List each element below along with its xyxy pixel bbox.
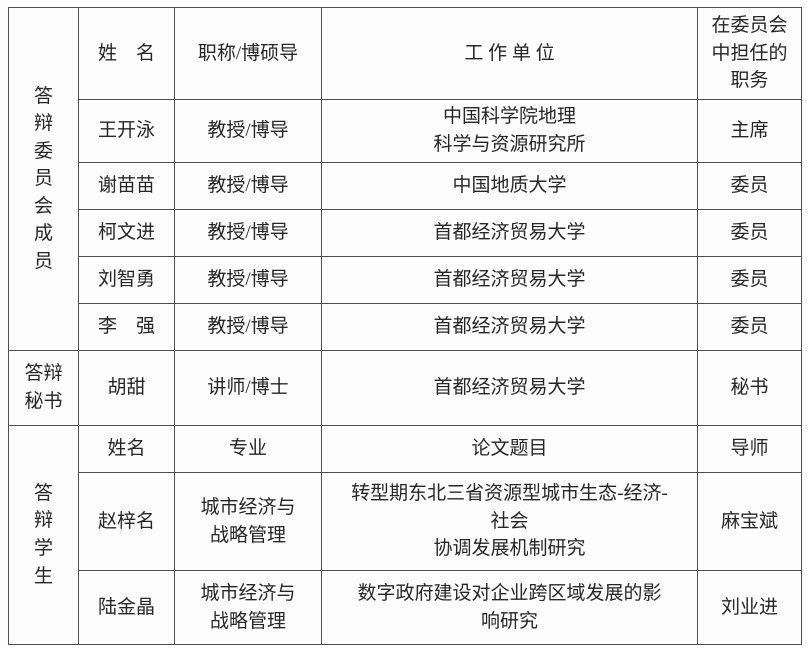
section-label-students: 答 辩 学 生 bbox=[8, 425, 79, 645]
cell-major: 城市经济与 战略管理 bbox=[174, 472, 322, 571]
section-label-secretary: 答辩 秘书 bbox=[8, 350, 79, 426]
header-role: 在委员会 中担任的 职务 bbox=[697, 7, 802, 100]
student-row: 陆金晶 城市经济与 战略管理 数字政府建设对企业跨区域发展的影 响研究 刘业进 bbox=[9, 570, 802, 645]
header-thesis: 论文题目 bbox=[321, 425, 698, 473]
students-header-row: 答 辩 学 生 姓名 专业 论文题目 导师 bbox=[8, 425, 802, 645]
cell-role: 委员 bbox=[697, 303, 802, 351]
cell-name: 陆金晶 bbox=[78, 570, 175, 645]
header-name: 姓 名 bbox=[78, 7, 175, 100]
student-row: 赵梓名 城市经济与 战略管理 转型期东北三省资源型城市生态-经济- 社会 协调发… bbox=[9, 472, 802, 571]
header-student-name: 姓名 bbox=[78, 425, 175, 473]
cell-major: 城市经济与 战略管理 bbox=[174, 570, 322, 645]
cell-role: 委员 bbox=[697, 209, 802, 257]
cell-name: 柯文进 bbox=[78, 209, 175, 257]
cell-title: 教授/博导 bbox=[174, 303, 322, 351]
cell-name: 王开泳 bbox=[78, 99, 175, 163]
cell-name: 谢苗苗 bbox=[78, 162, 175, 210]
cell-role: 委员 bbox=[697, 256, 802, 304]
cell-role: 委员 bbox=[697, 162, 802, 210]
header-advisor: 导师 bbox=[697, 425, 802, 473]
table-row: 王开泳 教授/博导 中国科学院地理 科学与资源研究所 主席 bbox=[9, 99, 802, 163]
header-title: 职称/博硕导 bbox=[174, 7, 322, 100]
cell-name: 赵梓名 bbox=[78, 472, 175, 571]
cell-title: 讲师/博士 bbox=[174, 350, 322, 426]
defense-committee-table: 答 辩 委 员 会 成 员 姓 名 职称/博硕导 工 作 单 位 在委员会 中担… bbox=[8, 7, 802, 645]
cell-org: 首都经济贸易大学 bbox=[321, 256, 698, 304]
cell-title: 教授/博导 bbox=[174, 162, 322, 210]
cell-org: 中国科学院地理 科学与资源研究所 bbox=[321, 99, 698, 163]
table-row: 刘智勇 教授/博导 首都经济贸易大学 委员 bbox=[9, 256, 802, 304]
table-row: 柯文进 教授/博导 首都经济贸易大学 委员 bbox=[9, 209, 802, 257]
table-row: 谢苗苗 教授/博导 中国地质大学 委员 bbox=[9, 162, 802, 210]
header-org: 工 作 单 位 bbox=[321, 7, 698, 100]
cell-name: 刘智勇 bbox=[78, 256, 175, 304]
cell-role: 秘书 bbox=[697, 350, 802, 426]
cell-advisor: 麻宝斌 bbox=[697, 472, 802, 571]
secretary-row: 答辩 秘书 胡甜 讲师/博士 首都经济贸易大学 秘书 bbox=[8, 350, 802, 426]
cell-advisor: 刘业进 bbox=[697, 570, 802, 645]
table-header-row: 答 辩 委 员 会 成 员 姓 名 职称/博硕导 工 作 单 位 在委员会 中担… bbox=[8, 7, 802, 351]
cell-org: 首都经济贸易大学 bbox=[321, 350, 698, 426]
section-label-committee: 答 辩 委 员 会 成 员 bbox=[8, 7, 79, 351]
table-row: 李 强 教授/博导 首都经济贸易大学 委员 bbox=[9, 303, 802, 351]
cell-title: 教授/博导 bbox=[174, 256, 322, 304]
header-major: 专业 bbox=[174, 425, 322, 473]
cell-name: 胡甜 bbox=[78, 350, 175, 426]
cell-org: 中国地质大学 bbox=[321, 162, 698, 210]
cell-thesis: 转型期东北三省资源型城市生态-经济- 社会 协调发展机制研究 bbox=[321, 472, 698, 571]
cell-title: 教授/博导 bbox=[174, 209, 322, 257]
cell-role: 主席 bbox=[697, 99, 802, 163]
cell-name: 李 强 bbox=[78, 303, 175, 351]
cell-org: 首都经济贸易大学 bbox=[321, 303, 698, 351]
cell-title: 教授/博导 bbox=[174, 99, 322, 163]
cell-org: 首都经济贸易大学 bbox=[321, 209, 698, 257]
cell-thesis: 数字政府建设对企业跨区域发展的影 响研究 bbox=[321, 570, 698, 645]
